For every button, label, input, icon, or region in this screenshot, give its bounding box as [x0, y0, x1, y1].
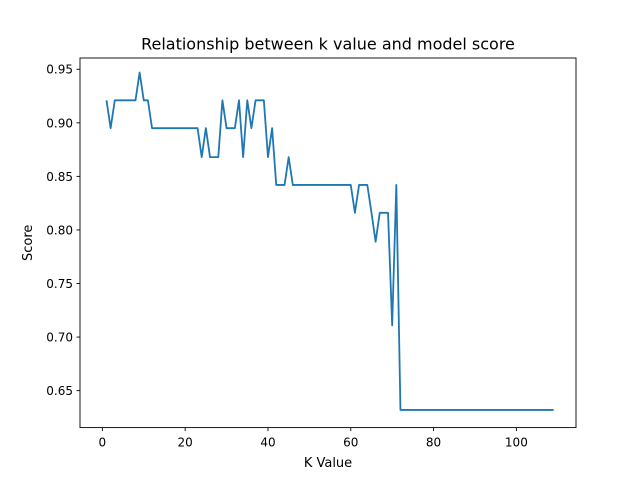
x-tick-label: 40	[260, 436, 275, 450]
x-tick-label: 20	[178, 436, 193, 450]
y-tick-label: 0.65	[46, 384, 73, 398]
plot-area-frame	[79, 57, 577, 429]
x-axis-label: K Value	[304, 456, 352, 471]
y-axis-ticks: 0.65 0.70 0.75 0.80 0.85 0.90 0.95	[46, 63, 80, 398]
x-axis-ticks: 0 20 40 60 80 100	[99, 427, 528, 450]
y-tick-label: 0.70	[46, 331, 73, 345]
y-tick-label: 0.95	[46, 63, 73, 77]
x-tick-label: 100	[505, 436, 528, 450]
y-tick-label: 0.85	[46, 170, 73, 184]
y-axis-label: Score	[21, 225, 36, 261]
y-tick-label: 0.80	[46, 223, 73, 237]
y-tick-label: 0.75	[46, 277, 73, 291]
chart-title: Relationship between k value and model s…	[141, 35, 515, 54]
x-tick-label: 0	[99, 436, 107, 450]
score-series-line	[105, 71, 554, 411]
y-tick-label: 0.90	[46, 116, 73, 130]
x-tick-label: 80	[426, 436, 441, 450]
x-tick-label: 60	[343, 436, 358, 450]
